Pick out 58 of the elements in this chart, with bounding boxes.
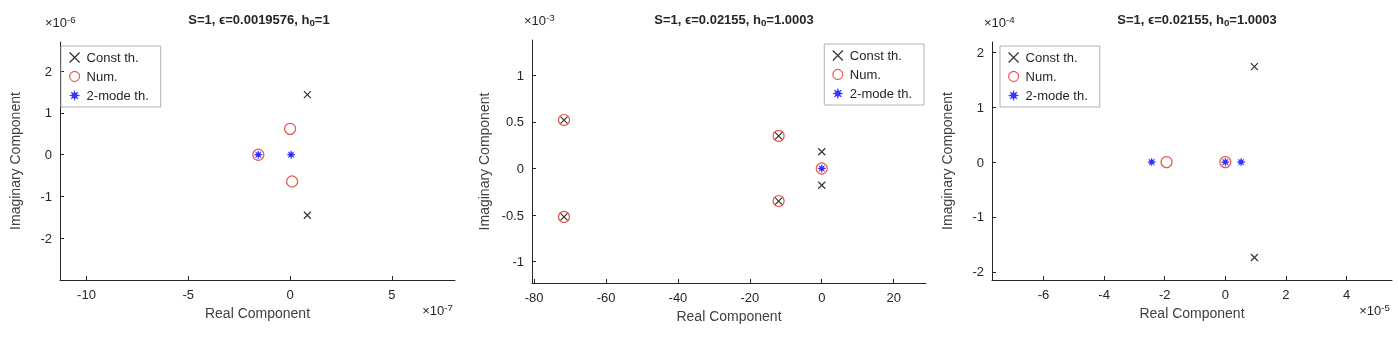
- y-tick-label: 2: [44, 63, 52, 79]
- x-tick-label: 4: [1342, 287, 1351, 302]
- point: [303, 90, 312, 99]
- x-axis-title: Real Component: [676, 307, 782, 324]
- y-tick-label: -0.5: [501, 207, 524, 223]
- y-axis-title: Imaginary Component: [475, 92, 492, 231]
- y-tick-label: 2: [976, 44, 984, 60]
- legend-label: Const th.: [1025, 50, 1078, 65]
- y-tick-label: -1: [512, 254, 524, 270]
- point: [1250, 62, 1259, 71]
- x-tick-label: 0: [286, 287, 294, 302]
- x-tick-label: -60: [596, 290, 616, 305]
- y-tick-label: 1: [516, 67, 524, 83]
- legend-label: 2-mode th.: [1025, 88, 1088, 103]
- point: [1250, 253, 1259, 262]
- point: [1236, 157, 1246, 167]
- y-tick-label: 0: [516, 160, 524, 176]
- legend-label: 2-mode th.: [86, 88, 149, 103]
- legend-label: Num.: [86, 69, 118, 84]
- x-axis-title: Real Component: [1139, 304, 1245, 321]
- y-tick-label: 0.5: [505, 114, 524, 130]
- y-tick-label: -2: [40, 230, 52, 246]
- y-tick-label: -2: [972, 264, 984, 280]
- y-tick-label: -1: [972, 209, 984, 225]
- x-tick-label: 0: [1221, 287, 1229, 302]
- x-tick-label: -5: [182, 287, 195, 302]
- point: [817, 147, 826, 156]
- y-tick-label: 1: [44, 105, 52, 121]
- y-tick-label: 0: [44, 147, 52, 163]
- x-tick-label: -10: [77, 287, 96, 302]
- legend-label: Num.: [1025, 69, 1057, 84]
- x-tick-label: 5: [388, 287, 396, 302]
- legend-label: Const th.: [86, 50, 139, 65]
- point: [283, 122, 297, 135]
- point: [1160, 156, 1173, 169]
- x-tick-label: -80: [524, 290, 544, 305]
- y-tick-label: -1: [40, 188, 52, 204]
- legend-label: 2-mode th.: [849, 86, 913, 101]
- point: [286, 175, 299, 188]
- x-tick-label: 20: [886, 290, 901, 305]
- x-tick-label: 0: [818, 290, 826, 305]
- x-tick-label: 2: [1282, 287, 1290, 302]
- x-tick-label: -40: [668, 290, 688, 305]
- legend-label: Num.: [849, 67, 881, 82]
- x-tick-label: -20: [740, 290, 760, 305]
- x-axis-title: Real Component: [204, 304, 311, 321]
- point: [303, 211, 312, 220]
- y-tick-label: 1: [976, 99, 984, 115]
- x-tick-label: -2: [1158, 287, 1171, 302]
- y-axis-title: Imaginary Component: [939, 92, 955, 230]
- point: [286, 150, 296, 159]
- y-axis-title: Imaginary Component: [7, 92, 23, 230]
- x-tick-label: -4: [1098, 287, 1110, 302]
- point: [817, 181, 826, 190]
- point: [1147, 157, 1156, 167]
- x-tick-label: -6: [1037, 287, 1050, 302]
- y-tick-label: 0: [976, 154, 984, 170]
- legend-label: Const th.: [849, 48, 902, 63]
